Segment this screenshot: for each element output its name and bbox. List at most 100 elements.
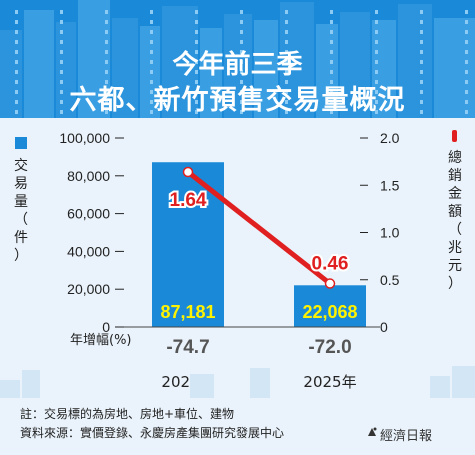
header-banner: 今年前三季 六都、新竹預售交易量概況 [0,0,475,118]
window-shape [240,30,243,34]
right-tick-label: 0.5 [380,272,400,288]
right-axis-label-char: ） [448,276,462,292]
window-shape [330,50,333,54]
building-shape [398,4,432,118]
building-shape [254,20,278,118]
window-shape [60,70,63,74]
right-tick-label: 0 [380,319,388,335]
window-shape [240,10,243,14]
window-shape [105,70,108,74]
right-tick-label: 1.0 [380,225,400,241]
building-shape [200,28,222,118]
right-tick-label: 2.0 [380,130,400,146]
window-shape [15,40,18,44]
right-axis-label-char: 金 [448,186,462,202]
line-point [324,278,336,289]
title-line-2: 六都、新竹預售交易量概況 [69,85,406,116]
window-shape [105,40,108,44]
window-shape [60,60,63,64]
window-shape [15,10,18,14]
window-shape [465,30,468,34]
window-shape [330,30,333,34]
window-shape [105,30,108,34]
window-shape [375,50,378,54]
brand-name: 經濟日報 [380,429,433,444]
window-shape [15,30,18,34]
title-line-1: 今年前三季 [172,50,303,80]
window-shape [375,30,378,34]
bottom-building-shape [452,366,475,398]
window-shape [420,30,423,34]
window-shape [150,90,153,94]
line-value-label: 1.64 [170,190,207,211]
window-shape [285,20,288,24]
left-tick-label: 60,000 [67,206,110,222]
window-shape [240,50,243,54]
window-shape [330,90,333,94]
right-axis-label-char: 兆 [448,240,462,256]
window-shape [375,70,378,74]
window-shape [375,10,378,14]
window-shape [420,40,423,44]
window-shape [60,30,63,34]
window-shape [105,90,108,94]
window-shape [465,60,468,64]
left-tick-label: 100,000 [59,130,110,146]
window-shape [375,20,378,24]
window-shape [330,110,333,114]
window-shape [60,100,63,104]
window-shape [60,10,63,14]
right-tick-label: 1.5 [380,177,400,193]
window-shape [240,40,243,44]
window-shape [105,110,108,114]
window-shape [330,20,333,24]
right-axis-label-char: 額 [448,204,462,220]
window-shape [330,40,333,44]
window-shape [105,10,108,14]
window-shape [465,100,468,104]
x-category-label: 2025年 [303,373,356,391]
window-shape [375,100,378,104]
window-shape [60,90,63,94]
building-shape [340,12,370,118]
window-shape [15,110,18,114]
window-shape [105,20,108,24]
building-shape [24,10,54,118]
left-axis-label-char: （ [14,212,28,228]
left-tick-label: 80,000 [67,168,110,184]
bar-value-label: 87,181 [160,302,215,322]
window-shape [240,60,243,64]
window-shape [60,50,63,54]
bottom-building-shape [22,370,40,398]
left-axis-label-char: 易 [14,176,28,192]
window-shape [15,50,18,54]
building-shape [162,6,198,118]
window-shape [375,80,378,84]
total-sales-line [185,169,333,287]
window-shape [285,110,288,114]
window-shape [330,100,333,104]
window-shape [240,20,243,24]
window-shape [150,40,153,44]
window-shape [195,20,198,24]
building-shape [434,18,475,118]
window-shape [420,60,423,64]
bar-value-label: 22,068 [302,302,357,322]
window-shape [465,20,468,24]
window-shape [150,10,153,14]
edn-logo-icon [368,427,377,436]
window-shape [15,20,18,24]
window-shape [330,80,333,84]
window-shape [195,70,198,74]
left-tick-label: 40,000 [67,243,110,259]
right-axis-label-char: 銷 [448,168,462,184]
window-shape [285,70,288,74]
right-axis-label-char: 元 [448,258,462,274]
window-shape [105,100,108,104]
window-shape [150,70,153,74]
bottom-building-shape [250,368,270,398]
window-shape [420,10,423,14]
window-shape [375,40,378,44]
window-shape [420,50,423,54]
